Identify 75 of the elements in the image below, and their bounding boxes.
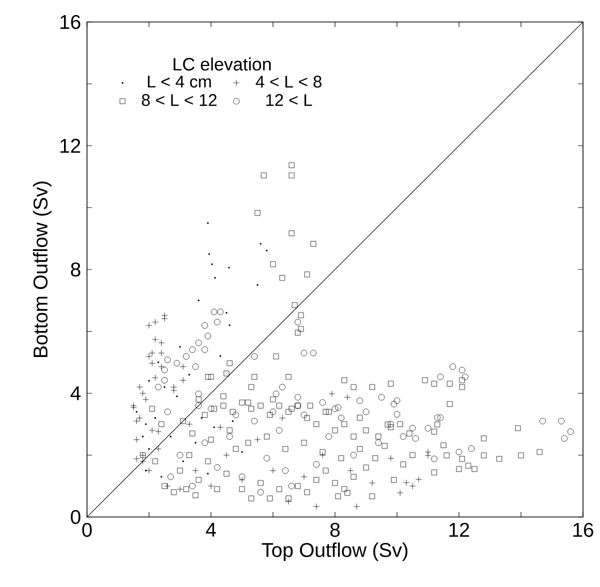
y-tick-label: 0 (70, 510, 80, 524)
point (369, 480, 376, 486)
point (424, 448, 432, 456)
point (148, 350, 156, 356)
point (148, 427, 156, 434)
point (155, 446, 162, 452)
point (130, 402, 137, 409)
point (180, 363, 186, 370)
point (158, 363, 165, 370)
point (140, 452, 146, 459)
point (347, 467, 354, 474)
x-tick-label: 8 (330, 522, 340, 537)
point (176, 486, 184, 492)
point (285, 498, 292, 505)
point (344, 394, 351, 400)
legend-title: LC elevation (174, 57, 271, 71)
legend-label: 12 < L (266, 94, 312, 106)
point (161, 312, 168, 318)
point (133, 456, 140, 462)
point (158, 340, 165, 346)
point (416, 476, 422, 482)
point (186, 421, 192, 428)
point (164, 482, 171, 490)
point (192, 467, 199, 474)
legend-label: 4 < L < 8 (256, 76, 322, 88)
point (158, 350, 165, 356)
point (270, 467, 276, 474)
point (136, 414, 143, 422)
point (223, 452, 230, 458)
point (409, 482, 416, 490)
point (170, 384, 177, 390)
point (396, 490, 404, 496)
y-axis-title: Bottom Outflow (Sv) (32, 182, 52, 357)
point (146, 467, 152, 474)
point (170, 387, 177, 394)
point (403, 479, 410, 486)
point (319, 452, 326, 458)
y-tick-label: 8 (70, 262, 80, 277)
point (133, 436, 140, 443)
point (142, 396, 150, 403)
x-tick-label: 12 (449, 522, 470, 537)
point (161, 316, 168, 322)
point (136, 384, 143, 390)
point (155, 428, 162, 435)
y-tick-label: 12 (60, 138, 80, 153)
point (328, 390, 336, 398)
point (300, 474, 308, 480)
y-tick-label: 4 (70, 386, 81, 400)
point (152, 374, 158, 381)
point (238, 476, 246, 484)
point (152, 336, 158, 343)
point (130, 404, 137, 411)
point (217, 424, 224, 430)
y-tick-label: 16 (60, 14, 80, 30)
point (146, 322, 152, 329)
legend-label: 8 < L < 12 (142, 94, 217, 106)
point (313, 503, 320, 510)
point (254, 436, 261, 443)
point (180, 377, 186, 384)
point (424, 452, 432, 459)
point (279, 414, 286, 422)
point (354, 503, 360, 510)
x-tick-label: 16 (573, 522, 594, 537)
x-axis-title: Top Outflow (Sv) (262, 542, 408, 562)
point (133, 418, 140, 424)
point (140, 458, 146, 464)
point (208, 482, 214, 490)
x-tick-label: 0 (82, 522, 92, 537)
point (148, 360, 156, 366)
point (140, 390, 146, 396)
legend-label: L < 4 cm (148, 76, 211, 88)
point (388, 455, 394, 462)
point (152, 318, 158, 326)
x-tick-label: 4 (206, 522, 216, 537)
point (146, 353, 152, 360)
